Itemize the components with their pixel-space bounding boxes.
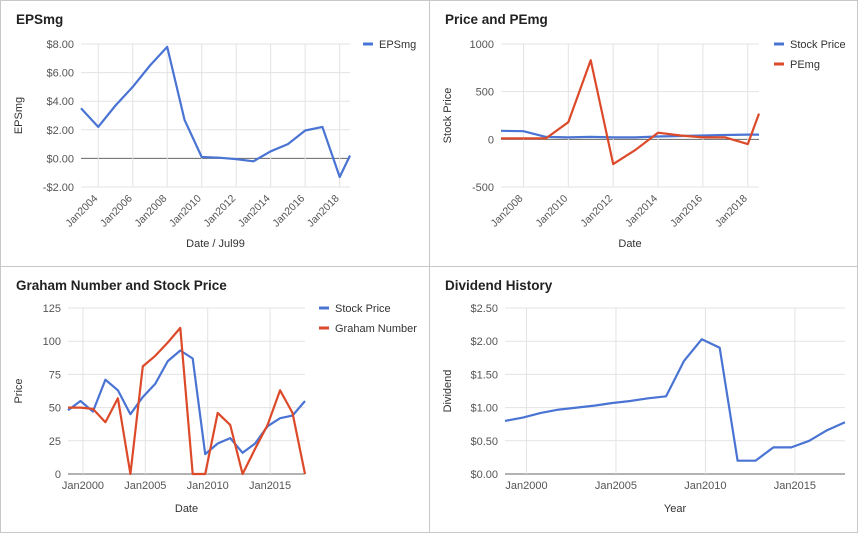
x-tick-label: Jan2005 bbox=[124, 480, 166, 492]
y-tick-label: $1.50 bbox=[470, 369, 498, 381]
y-tick-label: 0 bbox=[55, 469, 61, 481]
y-tick-label: 50 bbox=[49, 403, 61, 415]
y-tick-label: $0.50 bbox=[470, 436, 498, 448]
series-line-stock-price bbox=[500, 129, 759, 139]
y-axis-label: Stock Price bbox=[442, 88, 454, 144]
x-tick-label: Jan2000 bbox=[62, 480, 104, 492]
y-tick-label: $0.00 bbox=[470, 469, 498, 481]
x-tick-label: Jan2005 bbox=[595, 480, 637, 492]
eps-chart-panel: EPSmg $8.00 $6.00 $4.00 $2.00 $0.00 -$2.00 Jan… bbox=[0, 0, 430, 267]
series-line-graham-number bbox=[68, 326, 307, 476]
y-tick-label: -500 bbox=[472, 182, 494, 194]
x-axis-label: Date / Jul99 bbox=[186, 238, 245, 250]
dividend-chart: $2.50 $2.00 $1.50 $1.00 $0.50 $0.00 Jan2000 Jan… bbox=[442, 303, 846, 515]
graham-chart-panel: Graham Number and Stock Price 125 100 75 50… bbox=[0, 266, 430, 533]
x-tick-label: Jan2004 bbox=[63, 193, 100, 230]
y-tick-label: $0.00 bbox=[46, 153, 74, 165]
x-tick-label: Jan2008 bbox=[489, 193, 526, 230]
y-tick-label: $1.00 bbox=[470, 403, 498, 415]
x-tick-label: Jan2018 bbox=[305, 193, 342, 230]
y-tick-label: 1000 bbox=[470, 39, 494, 51]
x-axis-label: Date bbox=[175, 503, 198, 515]
y-axis-label: Price bbox=[13, 378, 25, 403]
y-tick-label: 75 bbox=[49, 369, 61, 381]
y-axis-label: Dividend bbox=[442, 370, 454, 413]
y-tick-label: $2.00 bbox=[470, 336, 498, 348]
y-tick-label: $2.50 bbox=[470, 303, 498, 315]
price-pe-chart-panel: Price and PEmg 1000 500 0 -500 Jan2008 Jan201… bbox=[429, 0, 858, 267]
series-line-epsmg bbox=[80, 45, 351, 179]
x-tick-label: Jan2000 bbox=[505, 480, 547, 492]
legend-label: PEmg bbox=[790, 59, 820, 71]
x-tick-label: Jan2010 bbox=[684, 480, 726, 492]
x-tick-label: Jan2015 bbox=[774, 480, 816, 492]
x-tick-label: Jan2010 bbox=[187, 480, 229, 492]
y-tick-label: 125 bbox=[43, 303, 61, 315]
x-tick-label: Jan2012 bbox=[578, 193, 615, 230]
x-axis-label: Date bbox=[618, 238, 641, 250]
legend-label: Graham Number bbox=[335, 323, 417, 335]
x-axis-label: Year bbox=[664, 503, 687, 515]
chart-title: Graham Number and Stock Price bbox=[16, 278, 227, 293]
dividend-chart-panel: Dividend History $2.50 $2.00 $1.50 $1.00 $0.… bbox=[429, 266, 858, 533]
y-tick-label: $6.00 bbox=[46, 68, 74, 80]
x-tick-label: Jan2008 bbox=[132, 193, 169, 230]
x-tick-label: Jan2014 bbox=[623, 193, 660, 230]
y-axis-label: EPSmg bbox=[13, 97, 25, 134]
legend-label: EPSmg bbox=[379, 39, 416, 51]
y-tick-label: 25 bbox=[49, 436, 61, 448]
x-tick-label: Jan2010 bbox=[533, 193, 570, 230]
legend-label: Stock Price bbox=[335, 303, 391, 315]
x-tick-label: Jan2015 bbox=[249, 480, 291, 492]
chart-title: Dividend History bbox=[445, 278, 553, 293]
x-tick-label: Jan2012 bbox=[201, 193, 238, 230]
y-tick-label: $8.00 bbox=[46, 39, 74, 51]
series-line-dividend bbox=[504, 338, 846, 462]
series-line-pemg bbox=[501, 59, 761, 166]
x-tick-label: Jan2018 bbox=[713, 193, 750, 230]
x-tick-label: Jan2006 bbox=[98, 193, 135, 230]
x-tick-label: Jan2016 bbox=[270, 193, 307, 230]
eps-chart: $8.00$6.00$4.00$2.00$0.00-$2.00Jan2004Ja… bbox=[13, 39, 416, 250]
y-tick-label: $2.00 bbox=[46, 125, 74, 137]
chart-title: Price and PEmg bbox=[445, 12, 548, 27]
x-tick-label: Jan2010 bbox=[167, 193, 204, 230]
x-tick-label: Jan2014 bbox=[236, 193, 273, 230]
x-tick-label: Jan2016 bbox=[668, 193, 705, 230]
y-tick-label: 100 bbox=[43, 336, 61, 348]
chart-title: EPSmg bbox=[16, 12, 64, 27]
legend-label: Stock Price bbox=[790, 39, 846, 51]
y-tick-label: $4.00 bbox=[46, 96, 74, 108]
y-tick-label: 0 bbox=[488, 134, 494, 146]
y-tick-label: -$2.00 bbox=[43, 182, 74, 194]
y-tick-label: 500 bbox=[476, 87, 494, 99]
